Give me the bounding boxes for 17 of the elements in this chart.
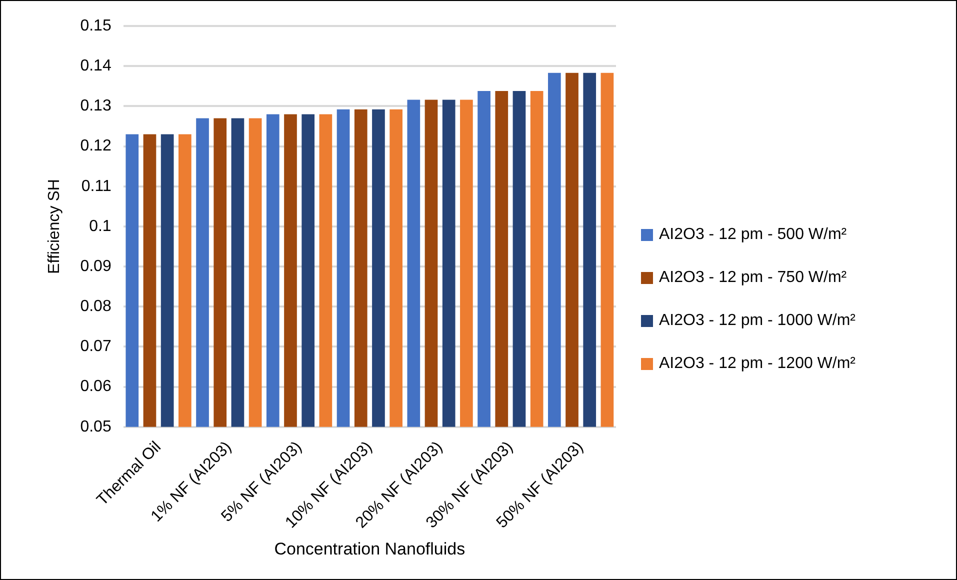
y-tick-label: 0.13 [80,98,112,115]
legend-label: AI2O3 - 12 pm - 750 W/m² [659,268,847,286]
y-tick-label: 0.15 [80,17,112,34]
y-tick-label: 0.09 [80,258,112,275]
y-tick-label: 0.1 [89,218,112,235]
legend-label: AI2O3 - 12 pm - 1000 W/m² [659,312,856,330]
x-axis-title: Concentration Nanofluids [274,539,466,558]
y-tick-label: 0.06 [80,378,112,396]
y-tick-label: 0.05 [80,418,112,436]
y-tick-label: 0.14 [80,57,112,74]
legend-label: AI2O3 - 12 pm - 1200 W/m² [659,354,856,372]
y-tick-label: 0.12 [80,138,112,155]
y-tick-label: 0.08 [80,298,112,316]
y-tick-label: 0.11 [81,178,112,195]
y-tick-label: 0.07 [80,338,112,356]
legend-label: AI2O3 - 12 pm - 500 W/m² [659,226,847,244]
y-axis-title: Efficiency SH [46,179,64,274]
